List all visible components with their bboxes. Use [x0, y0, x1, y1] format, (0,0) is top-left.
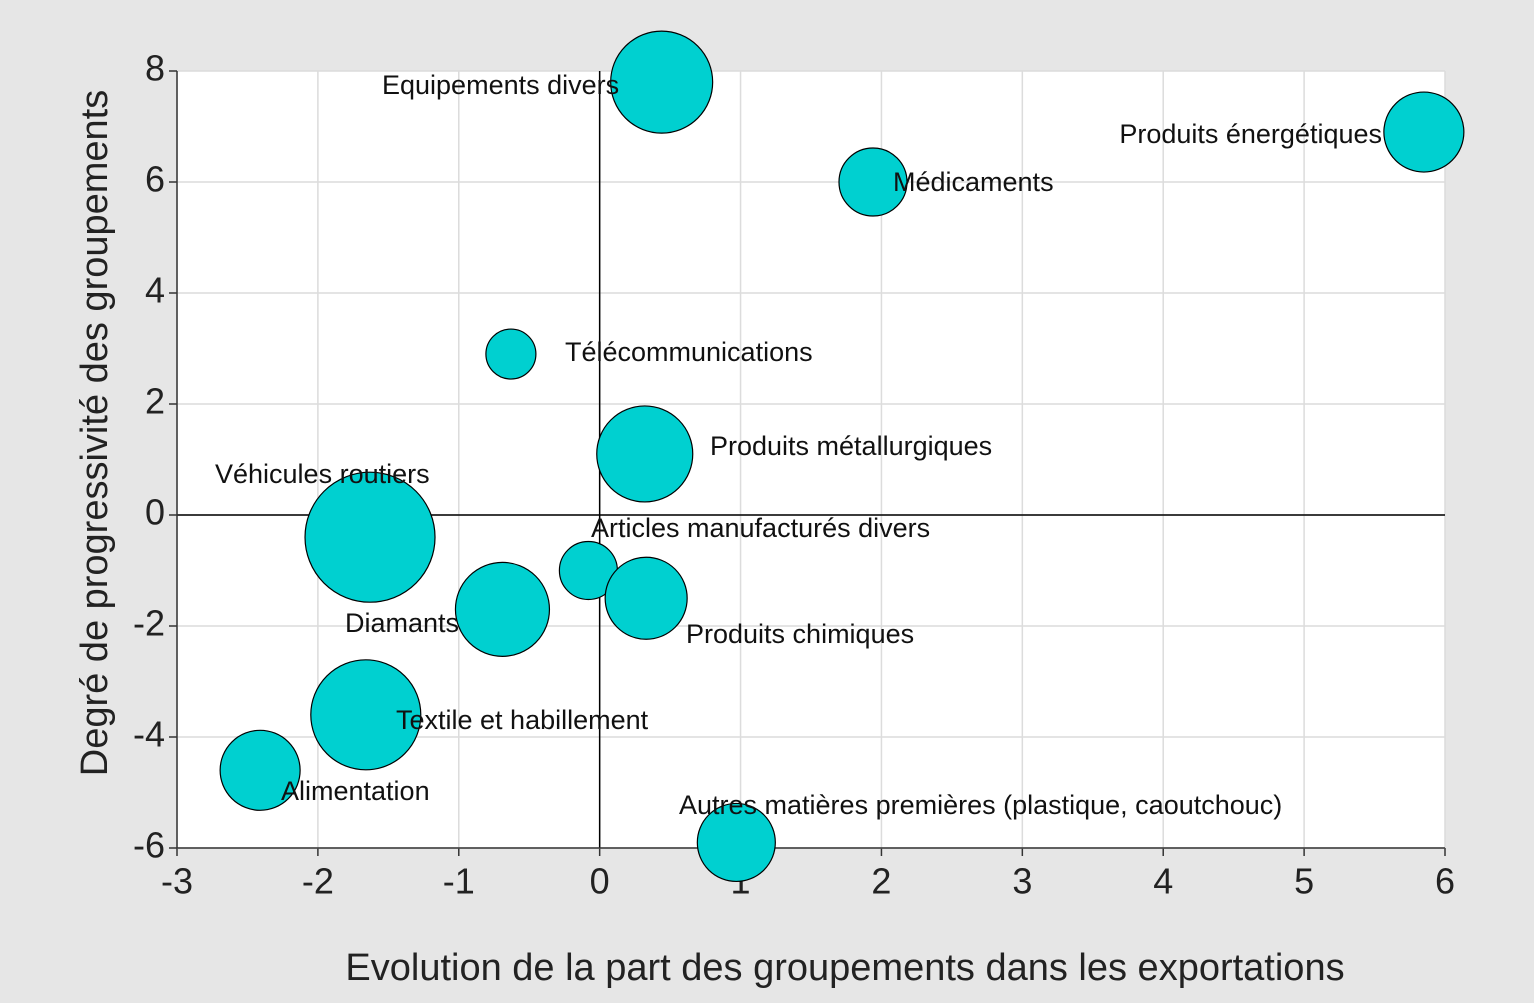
- bubble: [596, 405, 694, 503]
- x-tick-label: 6: [1435, 861, 1455, 902]
- data-label: Articles manufacturés divers: [591, 513, 930, 543]
- bubble: [610, 30, 714, 134]
- data-label: Produits énergétiques: [1119, 119, 1382, 149]
- y-tick-label: -4: [133, 714, 165, 755]
- bubble: [485, 328, 537, 380]
- data-label: Textile et habillement: [396, 705, 649, 735]
- data-label: Diamants: [345, 608, 459, 638]
- y-tick-label: -2: [133, 603, 165, 644]
- x-tick-label: 2: [871, 861, 891, 902]
- y-tick-label: 2: [145, 381, 165, 422]
- x-axis-title: Evolution de la part des groupements dan…: [345, 947, 1344, 989]
- data-label: Alimentation: [281, 776, 430, 806]
- x-tick-label: 0: [590, 861, 610, 902]
- y-tick-label: -6: [133, 825, 165, 866]
- bubble: [310, 659, 422, 771]
- bubble: [838, 147, 908, 217]
- bubble: [219, 729, 301, 811]
- y-axis-title: Degré de progressivité des groupements: [74, 90, 116, 777]
- y-tick-label: 6: [145, 159, 165, 200]
- data-label: Produits métallurgiques: [710, 431, 992, 461]
- data-label: Véhicules routiers: [215, 459, 430, 489]
- data-label: Télécommunications: [565, 337, 813, 367]
- x-tick-label: -2: [302, 861, 334, 902]
- y-tick-label: 0: [145, 492, 165, 533]
- data-label: Equipements divers: [382, 70, 619, 100]
- x-tick-label: 5: [1294, 861, 1314, 902]
- y-tick-label: 8: [145, 48, 165, 89]
- x-tick-label: 4: [1153, 861, 1173, 902]
- data-label: Produits chimiques: [686, 619, 914, 649]
- x-tick-label: -1: [443, 861, 475, 902]
- data-label: Médicaments: [893, 167, 1054, 197]
- bubble: [304, 471, 436, 603]
- x-tick-label: -3: [161, 861, 193, 902]
- y-tick-label: 4: [145, 270, 165, 311]
- bubble: [696, 802, 776, 883]
- bubble: [1383, 91, 1465, 173]
- data-label: Autres matières premières (plastique, ca…: [679, 790, 1282, 820]
- bubble: [454, 561, 551, 657]
- bubble: [604, 556, 688, 640]
- x-tick-label: 3: [1012, 861, 1032, 902]
